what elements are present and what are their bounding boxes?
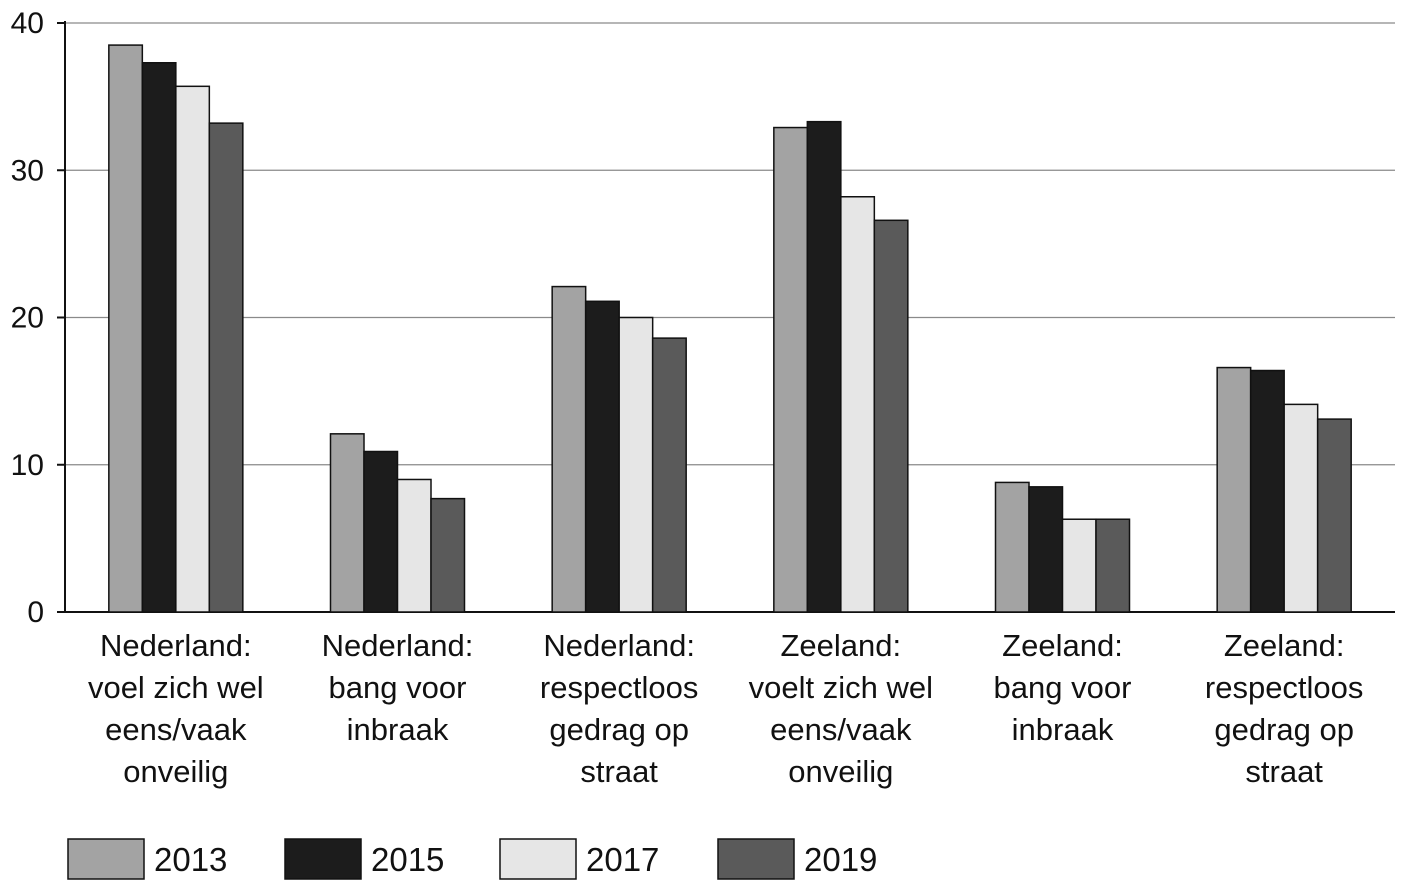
bar-2015 bbox=[806, 120, 842, 613]
y-tick-label: 10 bbox=[11, 449, 44, 482]
category-label: straat bbox=[1245, 754, 1323, 789]
category-label: respectloos bbox=[1205, 670, 1364, 705]
legend-swatch-2019 bbox=[717, 838, 795, 880]
bar-2019 bbox=[873, 219, 909, 613]
category-label: inbraak bbox=[1012, 712, 1114, 747]
category-labels: Nederland: voel zich wel eens/vaak onveilig… bbox=[88, 628, 1363, 789]
bar-2015 bbox=[584, 300, 620, 613]
category-label: eens/vaak bbox=[105, 712, 247, 747]
bar-2015 bbox=[1028, 486, 1064, 613]
legend-label-2013: 2013 bbox=[154, 841, 227, 878]
bar-2019 bbox=[651, 337, 687, 613]
category-label: voel zich wel bbox=[88, 670, 264, 705]
category-label: Zeeland: bbox=[1224, 628, 1345, 663]
legend-swatch-2017 bbox=[499, 838, 577, 880]
bar-2017 bbox=[1283, 403, 1319, 613]
axes bbox=[57, 21, 1395, 613]
legend-label-2019: 2019 bbox=[804, 841, 877, 878]
category-label: Nederland: bbox=[322, 628, 474, 663]
category-label: voelt zich wel bbox=[749, 670, 933, 705]
legend-label-2017: 2017 bbox=[586, 841, 659, 878]
bar-2013 bbox=[329, 433, 365, 613]
bar-2019 bbox=[430, 497, 466, 613]
y-tick-label: 30 bbox=[11, 154, 44, 187]
bar-2019 bbox=[1316, 418, 1352, 613]
bar-2015 bbox=[1249, 369, 1285, 613]
legend-swatch-2015 bbox=[284, 838, 362, 880]
category-label: gedrag op bbox=[1214, 712, 1354, 747]
bar-2017 bbox=[840, 196, 876, 613]
category-label: respectloos bbox=[540, 670, 699, 705]
y-tick-label: 0 bbox=[27, 596, 44, 629]
y-tick-labels: 0 10 20 30 40 bbox=[11, 7, 44, 629]
bar-2015 bbox=[363, 450, 399, 613]
category-label: straat bbox=[580, 754, 658, 789]
category-label: inbraak bbox=[347, 712, 449, 747]
category-label: Nederland: bbox=[543, 628, 695, 663]
bar-2013 bbox=[108, 44, 144, 613]
y-tick-label: 20 bbox=[11, 302, 44, 335]
bar-2013 bbox=[1216, 366, 1252, 613]
bar-2017 bbox=[396, 478, 432, 613]
category-label: eens/vaak bbox=[770, 712, 912, 747]
gridlines bbox=[65, 22, 1395, 466]
category-label: Zeeland: bbox=[781, 628, 902, 663]
legend-label-2015: 2015 bbox=[371, 841, 444, 878]
category-label: bang voor bbox=[994, 670, 1132, 705]
bar-2019 bbox=[1095, 518, 1131, 613]
category-label: Nederland: bbox=[100, 628, 252, 663]
bar-2013 bbox=[551, 285, 587, 613]
bar-2017 bbox=[1061, 518, 1097, 613]
category-label: onveilig bbox=[788, 754, 893, 789]
category-label: gedrag op bbox=[549, 712, 689, 747]
y-tick-label: 40 bbox=[11, 7, 44, 40]
legend-swatch-2013 bbox=[67, 838, 145, 880]
bar-2017 bbox=[175, 85, 211, 613]
bars bbox=[108, 44, 1352, 613]
category-label: onveilig bbox=[123, 754, 228, 789]
bar-2015 bbox=[141, 62, 177, 613]
bar-2013 bbox=[773, 126, 809, 613]
legend: 2013 2015 2017 2019 bbox=[67, 838, 877, 880]
bar-2017 bbox=[618, 316, 654, 613]
category-label: bang voor bbox=[329, 670, 467, 705]
bar-2013 bbox=[994, 481, 1030, 613]
category-label: Zeeland: bbox=[1002, 628, 1123, 663]
bar-2019 bbox=[208, 122, 244, 613]
